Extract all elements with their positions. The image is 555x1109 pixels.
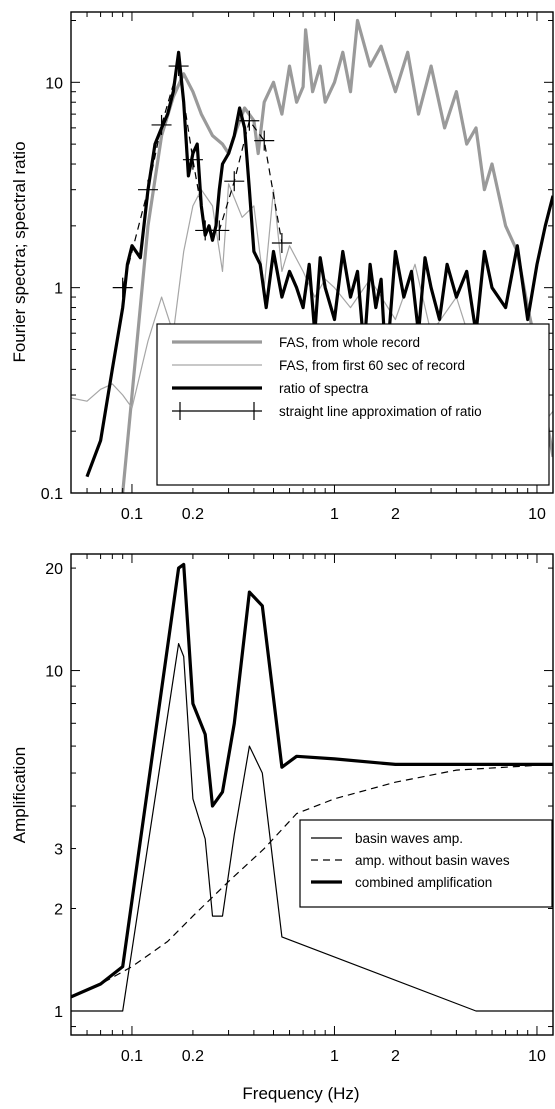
bottom-chart-panel: 0.1 0.2 1 2 10 1 2 3 10 20 Amplification basin wa… — [10, 553, 554, 1065]
bottom-legend-box — [299, 819, 553, 908]
top-legend-label: FAS, from whole record — [279, 335, 420, 350]
top-legend-entries: FAS, from whole record FAS, from first 60… — [172, 335, 482, 420]
bottom-y-tick-label: 2 — [54, 902, 63, 919]
bottom-y-tick-label: 20 — [45, 561, 63, 578]
bottom-series-line-basin-waves-amp — [71, 642, 553, 1012]
top-series-layer — [71, 18, 553, 493]
bottom-legend-label: amp. without basin waves — [355, 853, 510, 868]
bottom-series-line-amp-without-basin-waves — [71, 763, 553, 998]
bottom-x-tick-label: 1 — [330, 1048, 339, 1065]
top-legend-box — [156, 323, 550, 486]
top-legend-label: straight line approximation of ratio — [279, 404, 482, 419]
top-legend-label: ratio of spectra — [279, 381, 369, 396]
bottom-legend: basin waves amp. amp. without basin waves… — [299, 819, 553, 908]
bottom-plot-frame — [70, 553, 554, 1036]
bottom-ticks-layer: 0.1 0.2 1 2 10 1 2 3 10 20 — [45, 554, 553, 1065]
top-series-line-ratio-of-spectra — [85, 50, 553, 478]
bottom-x-tick-label: 10 — [528, 1048, 546, 1065]
x-axis-label: Frequency (Hz) — [242, 1084, 359, 1103]
top-series-line-straight-line-approximation-of-ratio — [122, 65, 283, 288]
bottom-x-tick-label: 0.2 — [182, 1048, 204, 1065]
bottom-x-tick-label: 0.1 — [121, 1048, 143, 1065]
bottom-y-tick-label: 1 — [54, 1004, 63, 1021]
bottom-series-line-combined-amplification — [71, 562, 553, 999]
top-legend: FAS, from whole record FAS, from first 60… — [156, 323, 550, 486]
bottom-y-tick-label: 10 — [45, 664, 63, 681]
bottom-x-tick-label: 2 — [391, 1048, 400, 1065]
bottom-legend-label: basin waves amp. — [355, 831, 463, 846]
top-plot-frame — [70, 11, 554, 494]
bottom-y-axis-label: Amplification — [10, 747, 29, 843]
top-chart-panel: 0.1 0.2 1 2 10 0.1 1 10 Fourier spectra; spectr… — [10, 11, 554, 523]
top-y-tick-label: 0.1 — [41, 486, 63, 503]
top-x-tick-label: 0.2 — [182, 506, 204, 523]
top-x-tick-label: 1 — [330, 506, 339, 523]
top-legend-label: FAS, from first 60 sec of record — [279, 358, 465, 373]
top-series-line-fas-from-whole-record — [121, 18, 553, 493]
top-x-tick-label: 0.1 — [121, 506, 143, 523]
top-y-tick-label: 10 — [45, 75, 63, 92]
bottom-series-layer — [71, 562, 553, 1012]
bottom-y-tick-label: 3 — [54, 842, 63, 859]
top-y-axis-label: Fourier spectra; spectral ratio — [10, 141, 29, 362]
top-x-tick-label: 10 — [528, 506, 546, 523]
bottom-legend-label: combined amplification — [355, 875, 492, 890]
bottom-legend-entries: basin waves amp. amp. without basin waves… — [311, 831, 510, 890]
top-y-tick-label: 1 — [54, 281, 63, 298]
top-x-tick-label: 2 — [391, 506, 400, 523]
